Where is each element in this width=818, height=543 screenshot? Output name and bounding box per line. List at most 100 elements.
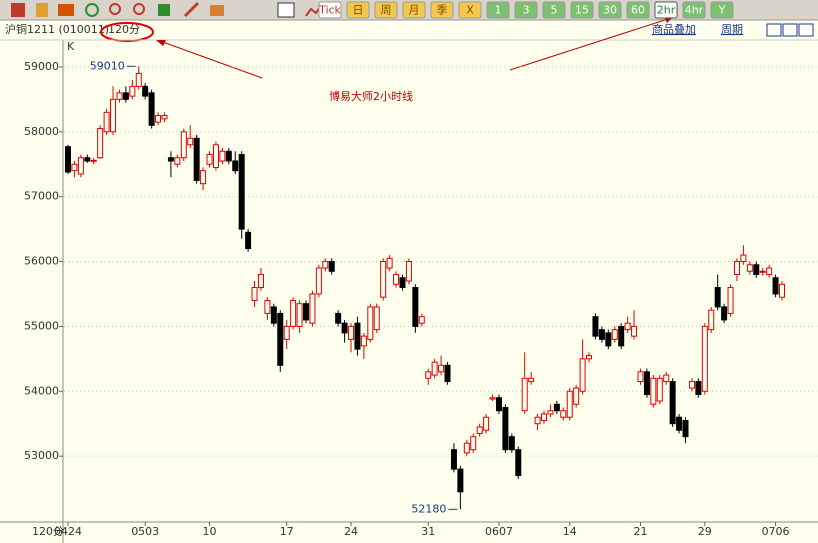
candle-body [167, 157, 174, 162]
button-face[interactable] [458, 1, 482, 19]
button-label[interactable]: 1 [495, 4, 502, 17]
toolbar-button[interactable]: 4hr [682, 1, 706, 19]
button-face[interactable] [402, 1, 426, 19]
toolbar-button[interactable]: 15 [570, 1, 594, 19]
icon-layout[interactable] [158, 4, 170, 16]
chart-title: 博易大师2小时线 [329, 89, 413, 103]
button-face[interactable] [682, 1, 706, 19]
button-label[interactable]: 30 [603, 4, 617, 17]
candle-body [161, 115, 168, 120]
period-link[interactable]: 周期 [721, 23, 743, 36]
button-label[interactable]: 3 [523, 4, 530, 17]
button-face[interactable] [430, 1, 454, 19]
button-face[interactable] [318, 1, 342, 19]
toolbar-button[interactable]: 30 [598, 1, 622, 19]
button-face[interactable] [710, 1, 734, 19]
candle-body [270, 306, 277, 324]
button-label[interactable]: 2hr [657, 4, 676, 17]
icon-book[interactable] [36, 3, 48, 17]
button-face[interactable] [654, 1, 678, 19]
button-label[interactable]: 月 [409, 4, 420, 17]
icon-home[interactable] [11, 3, 25, 17]
button-face[interactable] [346, 1, 370, 19]
icon-zoom-in[interactable] [109, 3, 121, 15]
x-tick-label: 14 [563, 525, 577, 538]
toolbar-button[interactable]: Tick [318, 1, 342, 19]
button-label[interactable]: 5 [551, 4, 558, 17]
candle-body [232, 160, 239, 172]
toolbar-button[interactable]: Y [710, 1, 734, 19]
toolbar-button[interactable]: 2hr [654, 1, 678, 19]
candle-body [534, 416, 541, 425]
candle-body [444, 364, 451, 383]
button-label[interactable]: Tick [318, 4, 341, 17]
nav-left[interactable] [766, 23, 782, 37]
candle-body [579, 358, 586, 392]
candle-body [322, 261, 329, 269]
icon-zoom-out[interactable] [133, 3, 145, 15]
toolbar-button[interactable]: X [458, 1, 482, 19]
toolbar-button[interactable]: 日 [346, 1, 370, 19]
candle-body [701, 325, 708, 392]
candle-body [656, 377, 663, 402]
candle-body [225, 150, 232, 162]
toolbar-button[interactable]: 1 [486, 1, 510, 19]
toolbar-button[interactable]: 周 [374, 1, 398, 19]
candle-body [759, 270, 766, 273]
button-label[interactable]: 日 [353, 4, 364, 17]
x-tick-label: 10 [203, 525, 217, 538]
x-tick-label: 0503 [131, 525, 159, 538]
button-label[interactable]: 季 [437, 4, 448, 17]
overlay-link[interactable]: 商品叠加 [652, 22, 696, 36]
button-face[interactable] [486, 1, 510, 19]
icon-refresh[interactable] [85, 3, 99, 17]
candle-body [637, 371, 644, 383]
icon-tools[interactable] [210, 5, 224, 16]
candle-body [135, 72, 142, 87]
candle-body [450, 449, 457, 470]
candle-body [110, 98, 117, 133]
y-tick-label: 56000 [24, 255, 59, 268]
candle-body [495, 397, 502, 412]
candle-body [618, 325, 625, 347]
button-face[interactable] [542, 1, 566, 19]
header-bar [0, 21, 818, 40]
x-axis-label: 120分 [32, 525, 64, 538]
button-face[interactable] [626, 1, 650, 19]
arrow [509, 18, 669, 71]
period: 120分 [108, 23, 140, 36]
button-face[interactable] [570, 1, 594, 19]
icon-panel[interactable] [58, 4, 74, 16]
candle-body [296, 303, 303, 327]
icon-draw[interactable] [183, 1, 200, 18]
candle-body [779, 283, 785, 298]
candle-body [180, 131, 187, 159]
candle-body [573, 387, 580, 405]
candle-body [425, 371, 432, 379]
candle-body [547, 410, 554, 415]
button-face[interactable] [514, 1, 538, 19]
candle-body [219, 150, 226, 162]
icon-table[interactable] [277, 2, 295, 18]
nav-right[interactable] [782, 23, 798, 37]
candle-body [586, 355, 593, 360]
button-label[interactable]: 60 [631, 4, 645, 17]
button-label[interactable]: X [466, 4, 474, 17]
candle-body [708, 309, 715, 331]
button-label[interactable]: Y [718, 4, 726, 17]
nav-buttons [766, 23, 814, 37]
nav-max[interactable] [798, 23, 814, 37]
toolbar-button[interactable]: 季 [430, 1, 454, 19]
candle-body [740, 254, 747, 263]
button-label[interactable]: 15 [575, 4, 589, 17]
toolbar-button[interactable]: 60 [626, 1, 650, 19]
candle-body [174, 157, 181, 165]
button-label[interactable]: 4hr [685, 4, 704, 17]
button-face[interactable] [598, 1, 622, 19]
toolbar-button[interactable]: 5 [542, 1, 566, 19]
toolbar-button[interactable]: 月 [402, 1, 426, 19]
button-label[interactable]: 周 [381, 4, 392, 17]
button-face[interactable] [374, 1, 398, 19]
toolbar-button[interactable]: 3 [514, 1, 538, 19]
candle-body [457, 468, 464, 493]
